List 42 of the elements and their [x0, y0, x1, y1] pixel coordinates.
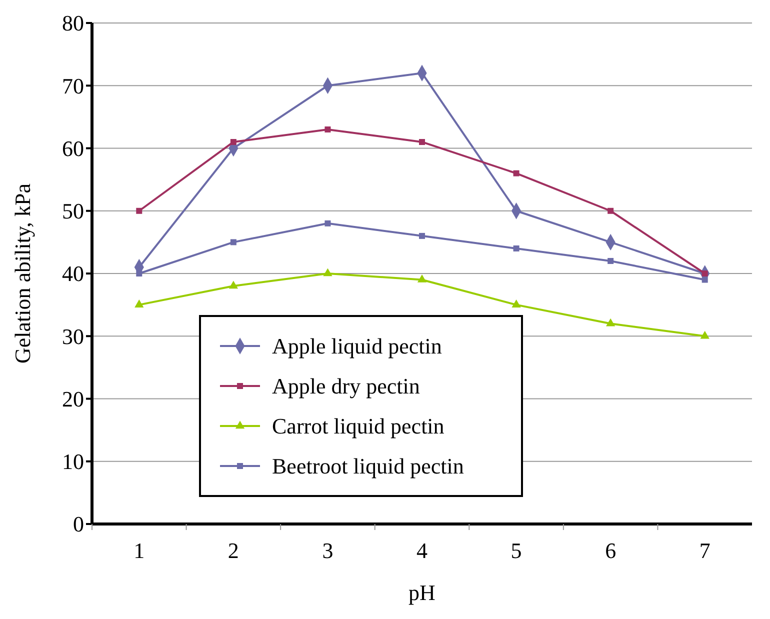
point — [136, 208, 142, 214]
legend-label: Carrot liquid pectin — [272, 414, 444, 439]
y-tick-label: 80 — [62, 10, 84, 36]
y-axis-title: Gelation ability, kPa — [10, 183, 35, 364]
point — [700, 330, 710, 339]
y-tick-label: 30 — [62, 324, 84, 349]
point — [134, 300, 144, 308]
point — [324, 126, 331, 132]
point — [419, 138, 425, 145]
point — [513, 170, 520, 176]
x-tick-label: 3 — [322, 538, 334, 563]
point — [417, 274, 427, 282]
point — [324, 220, 331, 226]
y-tick-label: 50 — [62, 198, 84, 224]
point — [419, 232, 425, 239]
y-tick-label: 0 — [73, 512, 84, 537]
legend-label: Apple liquid pectin — [272, 334, 442, 359]
point — [608, 208, 614, 214]
point — [608, 258, 614, 264]
x-tick-label: 6 — [605, 538, 616, 563]
point — [323, 268, 332, 276]
x-tick-label: 4 — [416, 538, 428, 563]
point — [513, 245, 520, 252]
x-tick-label: 2 — [228, 538, 239, 563]
y-tick-label: 10 — [62, 449, 84, 474]
point — [136, 270, 142, 276]
y-tick-label: 40 — [62, 261, 84, 286]
x-axis-title: pH — [408, 580, 436, 605]
point — [702, 276, 708, 283]
y-tick-label: 60 — [62, 136, 84, 161]
point — [606, 318, 616, 326]
legend-label: Apple dry pectin — [272, 374, 420, 399]
y-tick-label: 70 — [62, 73, 84, 98]
point — [228, 280, 238, 289]
point — [230, 138, 236, 145]
y-tick-label: 20 — [62, 386, 84, 412]
point — [512, 300, 521, 308]
point — [230, 239, 236, 246]
x-tick-label: 1 — [134, 538, 145, 563]
legend-label: Beetroot liquid pectin — [272, 454, 464, 479]
x-tick-label: 7 — [699, 538, 710, 563]
x-tick-label: 5 — [510, 538, 522, 563]
